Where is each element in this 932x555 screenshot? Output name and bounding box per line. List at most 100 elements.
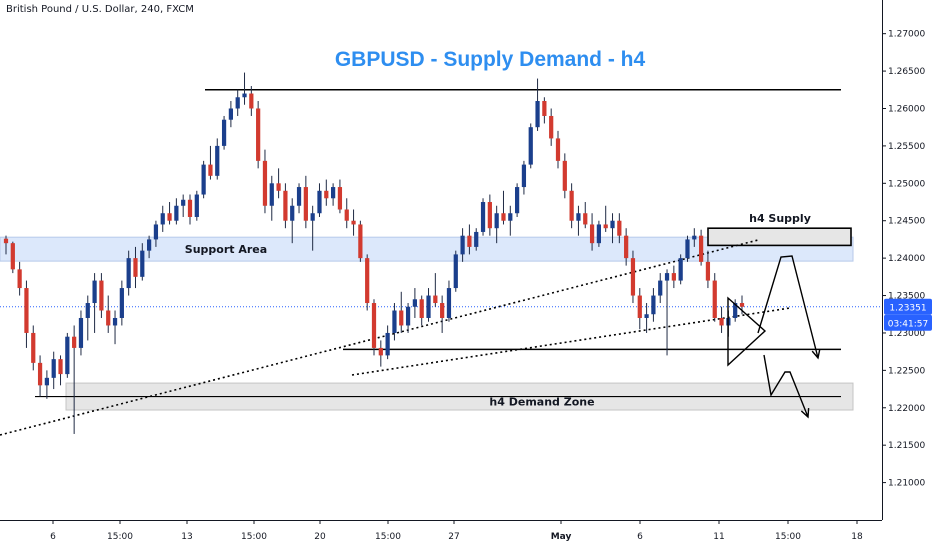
candle-body: [453, 254, 458, 289]
candle-body: [92, 280, 97, 304]
candle-body: [112, 317, 118, 326]
candle-body: [194, 194, 199, 217]
candle-body: [385, 332, 390, 356]
candle-body: [644, 314, 649, 318]
candle-body: [146, 239, 152, 251]
candle-body: [351, 220, 356, 225]
x-tick-label: 6: [637, 532, 643, 542]
last-price-tag: [884, 298, 932, 315]
y-tick-label: 1.21000: [888, 479, 925, 489]
candle-body: [508, 213, 513, 221]
candle-body: [405, 306, 411, 326]
annotations-layer: [727, 255, 821, 419]
candle-body: [378, 347, 383, 356]
support-area-label: Support Area: [185, 243, 267, 256]
x-tick-label: 27: [448, 532, 459, 542]
y-tick-label: 1.26000: [888, 104, 925, 114]
countdown-tag: [884, 314, 932, 331]
candle-body: [44, 377, 50, 386]
symbol-header: British Pound / U.S. Dollar, 240, FXCM: [6, 4, 194, 15]
candle-body: [215, 145, 220, 176]
candle-body: [596, 224, 602, 244]
candle-body: [671, 273, 676, 281]
candle-body: [58, 359, 63, 375]
candle-body: [31, 332, 36, 363]
candle-body: [685, 239, 690, 259]
countdown-value: 03:41:57: [888, 320, 928, 330]
support-area-zone: [0, 236, 854, 262]
candle-body: [119, 288, 124, 318]
candle-body: [562, 160, 567, 191]
candle-body: [446, 288, 452, 318]
y-tick-label: 1.24500: [888, 217, 925, 227]
candle-body: [617, 220, 622, 236]
x-tick-label: 13: [181, 532, 192, 542]
candle-body: [296, 187, 302, 206]
candle-body: [712, 280, 717, 318]
candle-body: [221, 119, 227, 146]
candle-body: [167, 213, 172, 221]
candle-body: [140, 250, 145, 277]
candle-body: [576, 213, 581, 221]
candle-body: [514, 187, 520, 214]
x-tick-label: 15:00: [375, 532, 401, 542]
candle-body: [698, 235, 704, 262]
y-tick-label: 1.26500: [888, 67, 925, 77]
x-tick-label: 20: [314, 532, 326, 542]
candle-body: [303, 187, 308, 221]
candle-body: [487, 202, 492, 229]
candle-body: [290, 205, 295, 221]
candle-body: [603, 224, 608, 229]
y-tick-label: 1.23500: [888, 292, 925, 302]
candle-body: [678, 258, 683, 281]
axes-layer: 1.27000 1.26500 1.26000 1.25500 1.25000 1.245…: [0, 0, 932, 542]
y-tick-label: 1.25000: [888, 179, 925, 189]
demand-zone-label: h4 Demand Zone: [489, 396, 594, 409]
candle-body: [392, 310, 397, 333]
candle-body: [330, 187, 336, 199]
candle-body: [256, 108, 261, 161]
candle-body: [610, 220, 615, 229]
candle-body: [283, 190, 288, 221]
candle-body: [651, 295, 656, 315]
candle-body: [637, 295, 642, 318]
candle-body: [624, 235, 629, 259]
candle-body: [549, 115, 554, 139]
y-tick-label: 1.22000: [888, 404, 925, 414]
x-tick-label: May: [551, 532, 572, 542]
x-tick-label: 15:00: [775, 532, 801, 542]
candle-body: [126, 258, 131, 289]
candle-body: [412, 299, 418, 307]
last-price-value: 1.23351: [889, 304, 926, 314]
x-tick-label: 15:00: [107, 532, 133, 542]
candle-body: [344, 209, 349, 221]
candle-body: [528, 127, 533, 165]
candle-body: [692, 235, 697, 240]
candle-body: [542, 101, 547, 116]
candle-body: [440, 303, 445, 318]
y-tick-label: 1.24000: [888, 254, 925, 264]
candle-body: [262, 160, 268, 206]
arrow-bearish-scenario-head: [800, 407, 810, 419]
candle-body: [535, 101, 540, 128]
trendline-long: [0, 239, 759, 436]
candle-body: [133, 258, 138, 277]
y-tick-label: 1.21500: [888, 441, 925, 451]
candle-body: [371, 303, 377, 348]
supply-zone: [707, 227, 852, 247]
candle-body: [474, 231, 479, 247]
candle-body: [739, 303, 745, 307]
candle-body: [310, 213, 315, 221]
candle-body: [24, 288, 29, 333]
candle-body: [555, 138, 561, 161]
candle-body: [365, 258, 370, 304]
candle-body: [106, 310, 111, 326]
candle-body: [501, 213, 506, 221]
candle-body: [160, 213, 165, 225]
y-tick-label: 1.27000: [888, 30, 925, 40]
candle-body: [399, 310, 404, 326]
candle-body: [705, 261, 711, 281]
